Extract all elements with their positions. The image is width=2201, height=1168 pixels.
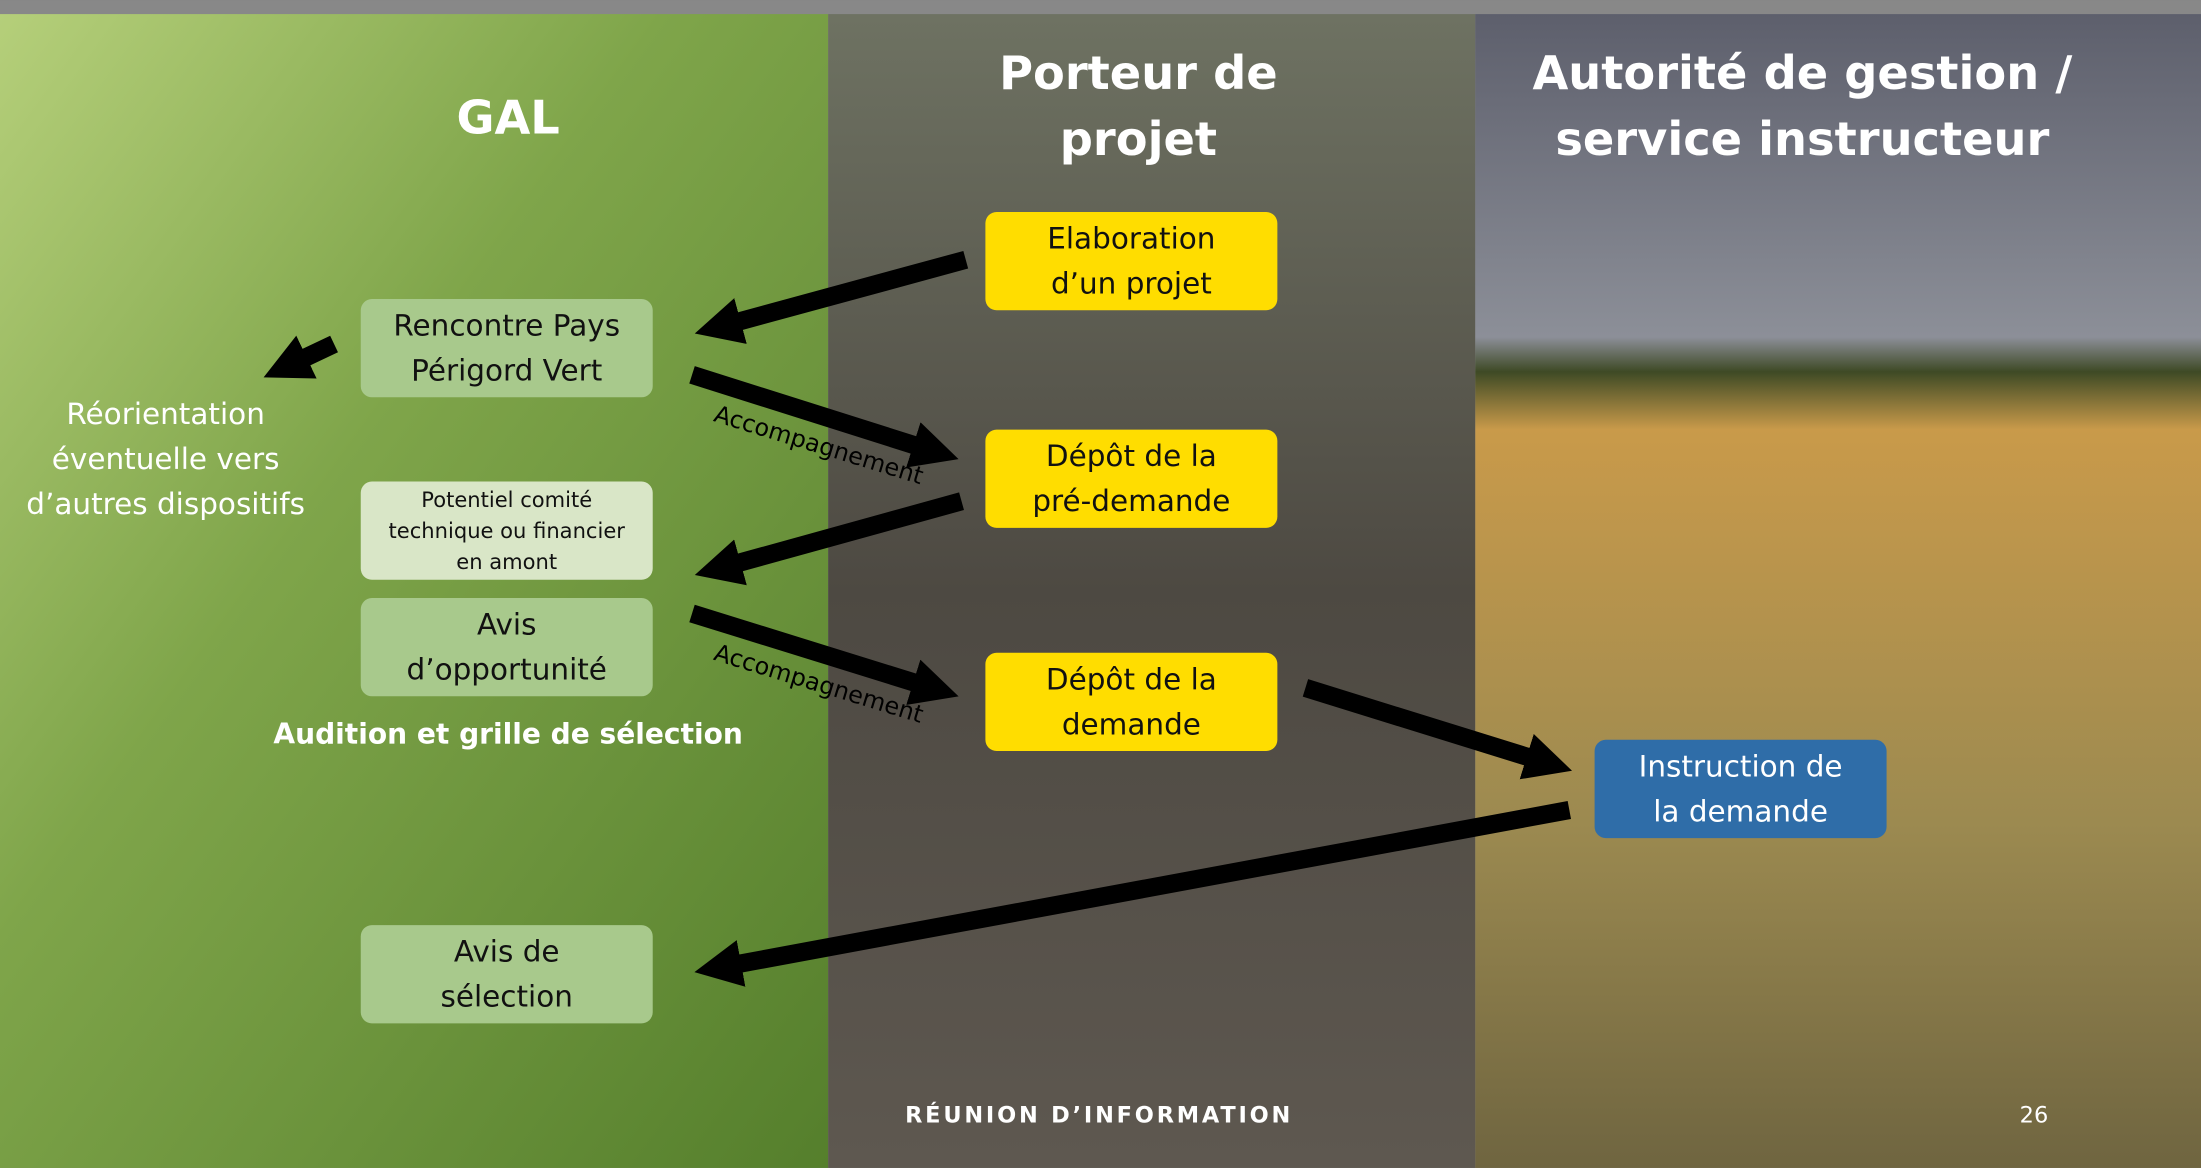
panel-middle <box>828 14 1475 1168</box>
note: Réorientation <box>66 397 264 431</box>
node-label: sélection <box>441 980 573 1014</box>
node-label: d’opportunité <box>407 653 607 687</box>
column-title: GAL <box>456 90 559 144</box>
node-label: Rencontre Pays <box>393 309 620 343</box>
node-label: d’un projet <box>1051 267 1212 301</box>
slide: GAL Porteur de projet Autorité de gestion /… <box>0 0 2201 1168</box>
node-label: Avis de <box>454 935 560 969</box>
node-label: Avis <box>477 608 536 642</box>
node-label: Elaboration <box>1047 222 1215 256</box>
node-label: technique ou financier <box>389 518 626 543</box>
column-title: Porteur de <box>999 46 1278 100</box>
column-title: service instructeur <box>1555 112 2049 166</box>
node-label: Dépôt de la <box>1046 439 1217 473</box>
node-label: Potentiel comité <box>421 487 592 512</box>
node-label: Périgord Vert <box>411 354 602 388</box>
column-title: projet <box>1060 112 1217 166</box>
note: éventuelle vers <box>52 442 280 476</box>
node-label: Instruction de <box>1639 749 1843 783</box>
note: d’autres dispositifs <box>26 487 305 521</box>
panel-right <box>1475 14 2201 1168</box>
note: Audition et grille de sélection <box>273 718 742 751</box>
page: {"columns":[ {"title_lines":["GAL"]}, {"… <box>0 0 2201 1168</box>
node-label: la demande <box>1653 794 1828 828</box>
column-title: Autorité de gestion / <box>1532 46 2072 100</box>
page-number: 26 <box>2020 1103 2049 1129</box>
node-label: Dépôt de la <box>1046 662 1217 696</box>
node-label: pré-demande <box>1032 484 1230 518</box>
footer-title: RÉUNION D’INFORMATION <box>905 1101 1293 1129</box>
node-label: demande <box>1062 707 1201 741</box>
node-label: en amont <box>456 549 557 574</box>
